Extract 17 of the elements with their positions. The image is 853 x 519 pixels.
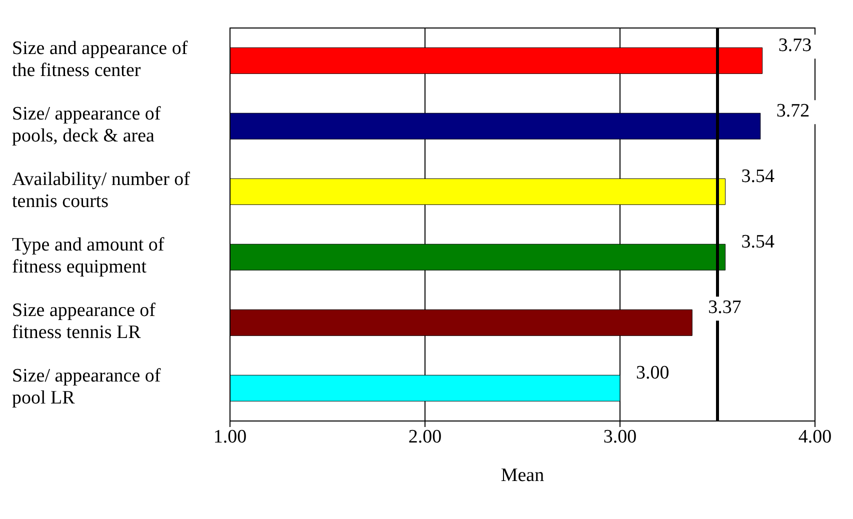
y-tick-label: Type and amount of fitness equipment — [12, 234, 165, 278]
x-tick-label: 2.00 — [408, 426, 442, 448]
data-label: 3.00 — [636, 362, 670, 384]
y-tick-label: Size/ appearance of pools, deck & area — [12, 104, 162, 147]
x-tick-label: 1.00 — [213, 426, 247, 448]
data-label: 3.54 — [741, 166, 776, 188]
data-label: 3.73 — [778, 35, 812, 56]
data-label: 3.72 — [776, 100, 810, 122]
x-axis-title: Mean — [500, 465, 545, 486]
data-label: 3.54 — [741, 232, 776, 253]
x-tick-label: 4.00 — [798, 426, 832, 448]
x-tick-label: 3.00 — [603, 426, 637, 448]
y-tick-label: Size and appearance of the fitness center — [12, 38, 188, 82]
y-tick-label: Availability/ number of tennis courts — [12, 169, 191, 212]
y-tick-label: Size appearance of fitness tennis LR — [12, 300, 156, 344]
data-label: 3.37 — [708, 297, 742, 318]
y-tick-label: Size/ appearance of pool LR — [12, 366, 162, 409]
